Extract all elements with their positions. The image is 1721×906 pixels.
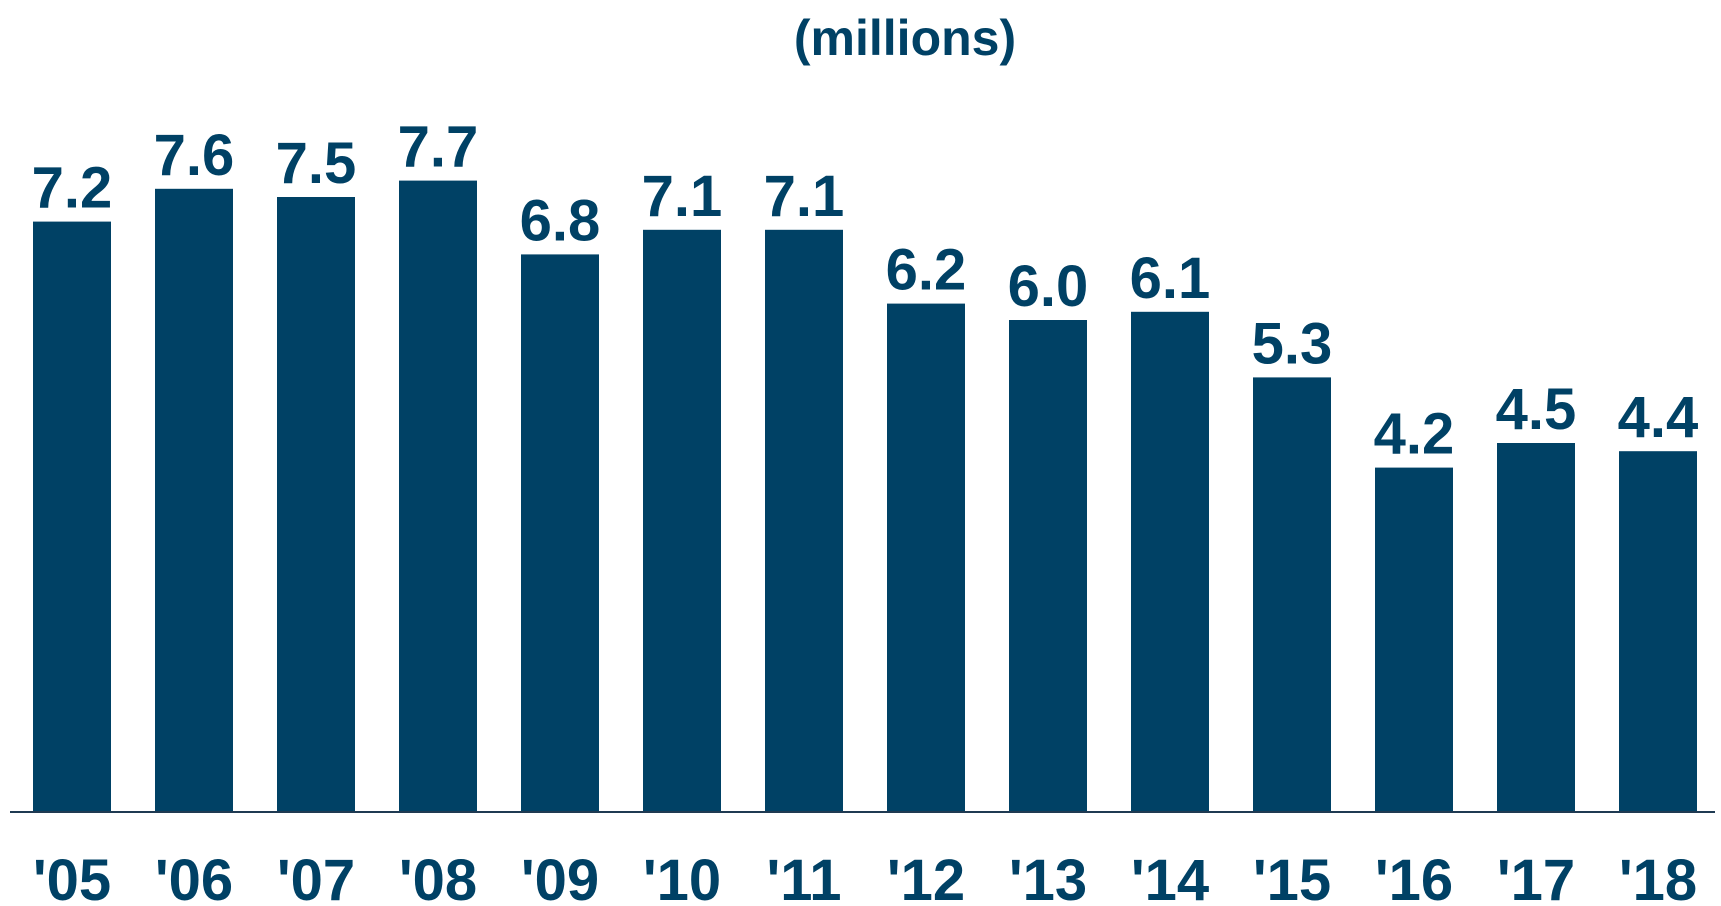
- value-label: 4.4: [1618, 385, 1699, 450]
- x-tick-label: '08: [399, 848, 477, 906]
- bar-10: [643, 229, 721, 813]
- bar-12: [887, 303, 965, 812]
- bar-17: [1497, 443, 1575, 812]
- x-tick-labels-layer: '05 '06 '07 '08 '09 '10 '11 '12 '13 '14 '15 '16 '17 '…: [33, 848, 1697, 906]
- value-labels-layer: 7.2 7.6 7.5 7.7 6.8 7.1 7.1 6.2 6.0 6.1 5.3 4.2 4.5 4…: [32, 115, 1699, 467]
- bar-13: [1009, 320, 1087, 812]
- value-label: 7.2: [32, 156, 113, 221]
- value-label: 7.7: [398, 115, 479, 180]
- bars-layer: [33, 180, 1697, 813]
- value-label: 7.1: [642, 164, 723, 229]
- value-label: 6.0: [1008, 254, 1089, 319]
- x-tick-label: '13: [1009, 848, 1087, 906]
- value-label: 7.1: [764, 164, 845, 229]
- x-tick-label: '17: [1497, 848, 1575, 906]
- x-tick-label: '14: [1131, 848, 1209, 906]
- x-tick-label: '07: [277, 848, 355, 906]
- value-label: 4.2: [1374, 402, 1455, 467]
- bar-09: [521, 254, 599, 812]
- chart-subtitle: (millions): [794, 10, 1016, 66]
- bar-15: [1253, 377, 1331, 812]
- value-label: 6.8: [520, 188, 601, 253]
- value-label: 6.2: [886, 238, 967, 303]
- x-tick-label: '15: [1253, 848, 1331, 906]
- bar-16: [1375, 467, 1453, 812]
- x-tick-label: '11: [766, 848, 841, 906]
- x-tick-label: '10: [643, 848, 721, 906]
- bar-08: [399, 180, 477, 813]
- value-label: 4.5: [1496, 377, 1577, 442]
- bar-18: [1619, 451, 1697, 812]
- value-label: 7.6: [154, 123, 235, 188]
- bar-07: [277, 197, 355, 812]
- bar-11: [765, 229, 843, 813]
- x-tick-label: '06: [155, 848, 233, 906]
- bar-14: [1131, 311, 1209, 812]
- value-label: 7.5: [276, 131, 357, 196]
- x-tick-label: '18: [1619, 848, 1697, 906]
- bar-05: [33, 221, 111, 813]
- value-label: 5.3: [1252, 311, 1333, 376]
- x-tick-label: '16: [1375, 848, 1453, 906]
- bar-06: [155, 188, 233, 813]
- x-tick-label: '12: [887, 848, 965, 906]
- x-tick-label: '05: [33, 848, 111, 906]
- x-tick-label: '09: [521, 848, 599, 906]
- value-label: 6.1: [1130, 246, 1211, 311]
